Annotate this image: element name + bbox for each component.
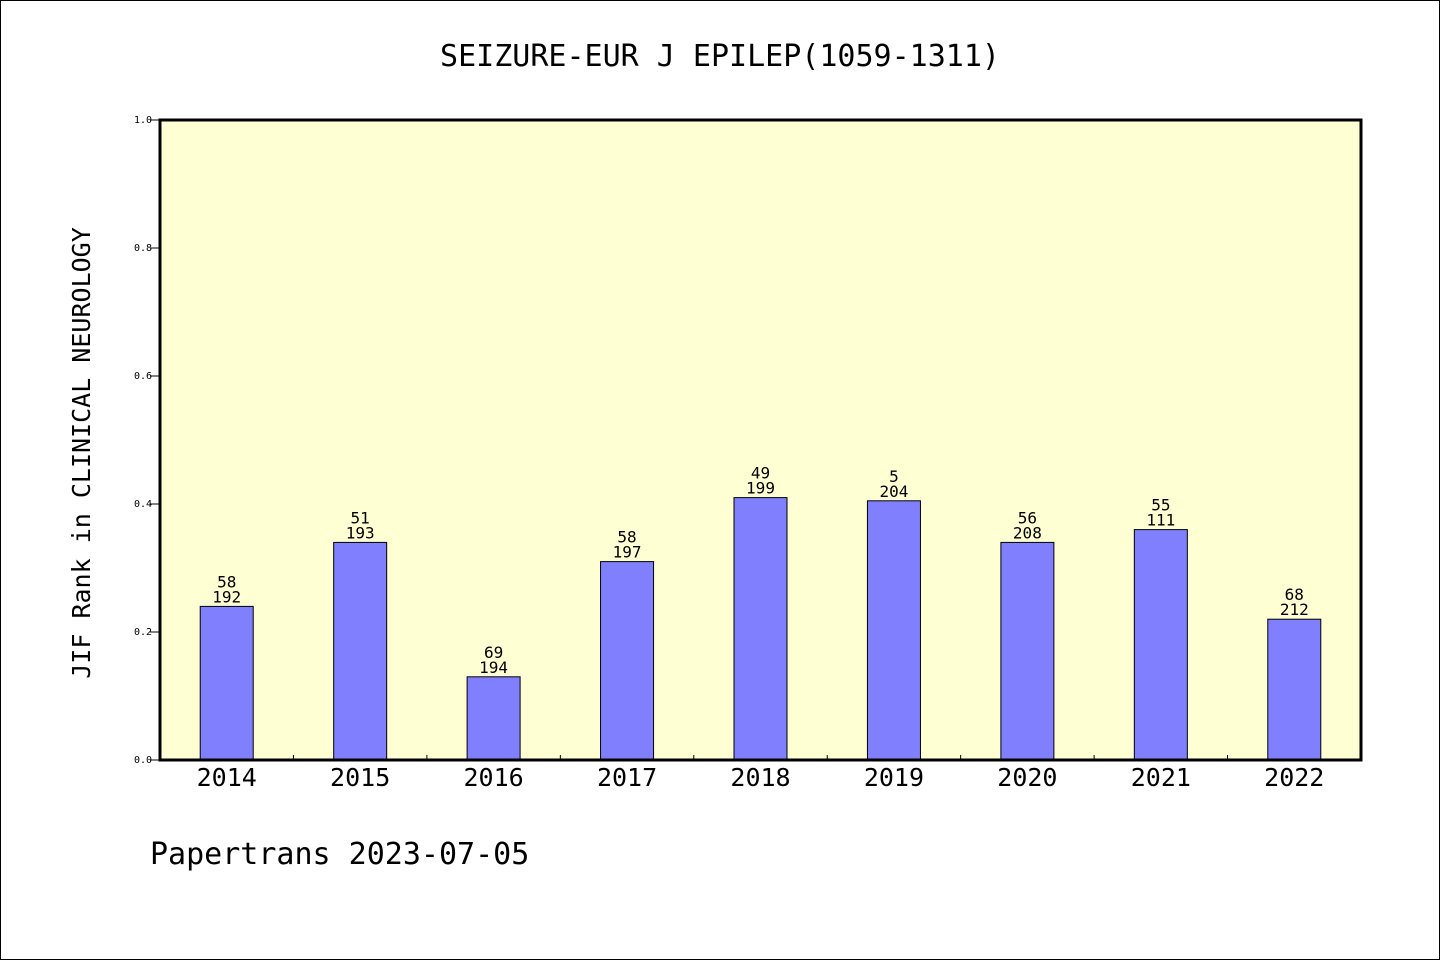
bar — [466, 676, 521, 761]
bars-group — [199, 497, 1322, 761]
y-tick-label: 0.6 — [134, 371, 152, 382]
y-tick-label: 0.2 — [134, 627, 152, 638]
rank-label: 5 — [889, 467, 899, 486]
x-tick-label: 2017 — [597, 763, 657, 792]
x-tick-label: 2020 — [997, 763, 1057, 792]
y-tick-label: 0.8 — [134, 243, 152, 254]
x-tick-label: 2015 — [330, 763, 390, 792]
bar — [1000, 541, 1055, 761]
bar — [199, 605, 254, 761]
bar — [733, 497, 788, 761]
total-label: 212 — [1280, 600, 1309, 619]
rank-label: 56 — [1018, 508, 1037, 527]
total-label: 208 — [1013, 523, 1042, 542]
rank-label: 68 — [1285, 585, 1304, 604]
total-label: 192 — [212, 587, 241, 606]
x-tick-label: 2021 — [1131, 763, 1191, 792]
rank-label: 58 — [617, 528, 636, 547]
rank-label: 69 — [484, 643, 503, 662]
rank-label: 49 — [751, 464, 770, 483]
rank-label: 58 — [217, 572, 236, 591]
footer-text: Papertrans 2023-07-05 — [150, 837, 529, 872]
x-tick-label: 2018 — [730, 763, 790, 792]
y-tick-label: 1.0 — [134, 115, 152, 126]
x-tick-label: 2019 — [864, 763, 924, 792]
x-axis: 2014 2015 2016 2017 2018 2019 2020 2021 2022 — [197, 755, 1324, 792]
x-tick-label: 2022 — [1264, 763, 1324, 792]
y-axis-label: JIF Rank in CLINICAL NEUROLOGY — [67, 227, 96, 679]
total-label: 204 — [879, 482, 908, 501]
data-labels: 5819251193691945819749199520456208551116… — [212, 464, 1308, 677]
total-label: 199 — [746, 479, 775, 498]
bar — [1267, 618, 1322, 761]
total-label: 111 — [1146, 511, 1175, 530]
y-axis: 0.0 0.2 0.4 0.6 0.8 1.0 — [134, 115, 160, 766]
total-label: 194 — [479, 658, 508, 677]
total-label: 193 — [346, 523, 375, 542]
rank-label: 51 — [351, 508, 370, 527]
x-tick-label: 2016 — [464, 763, 524, 792]
bar — [333, 541, 388, 761]
total-label: 197 — [613, 543, 642, 562]
rank-label: 55 — [1151, 496, 1170, 515]
y-tick-label: 0.0 — [134, 755, 152, 766]
bar — [600, 561, 655, 761]
bar — [1133, 529, 1188, 761]
plot-border — [158, 118, 1363, 762]
bar — [866, 500, 921, 761]
y-tick-label: 0.4 — [134, 499, 152, 510]
chart-title: SEIZURE-EUR J EPILEP(1059-1311) — [440, 39, 1000, 74]
x-tick-label: 2014 — [197, 763, 257, 792]
